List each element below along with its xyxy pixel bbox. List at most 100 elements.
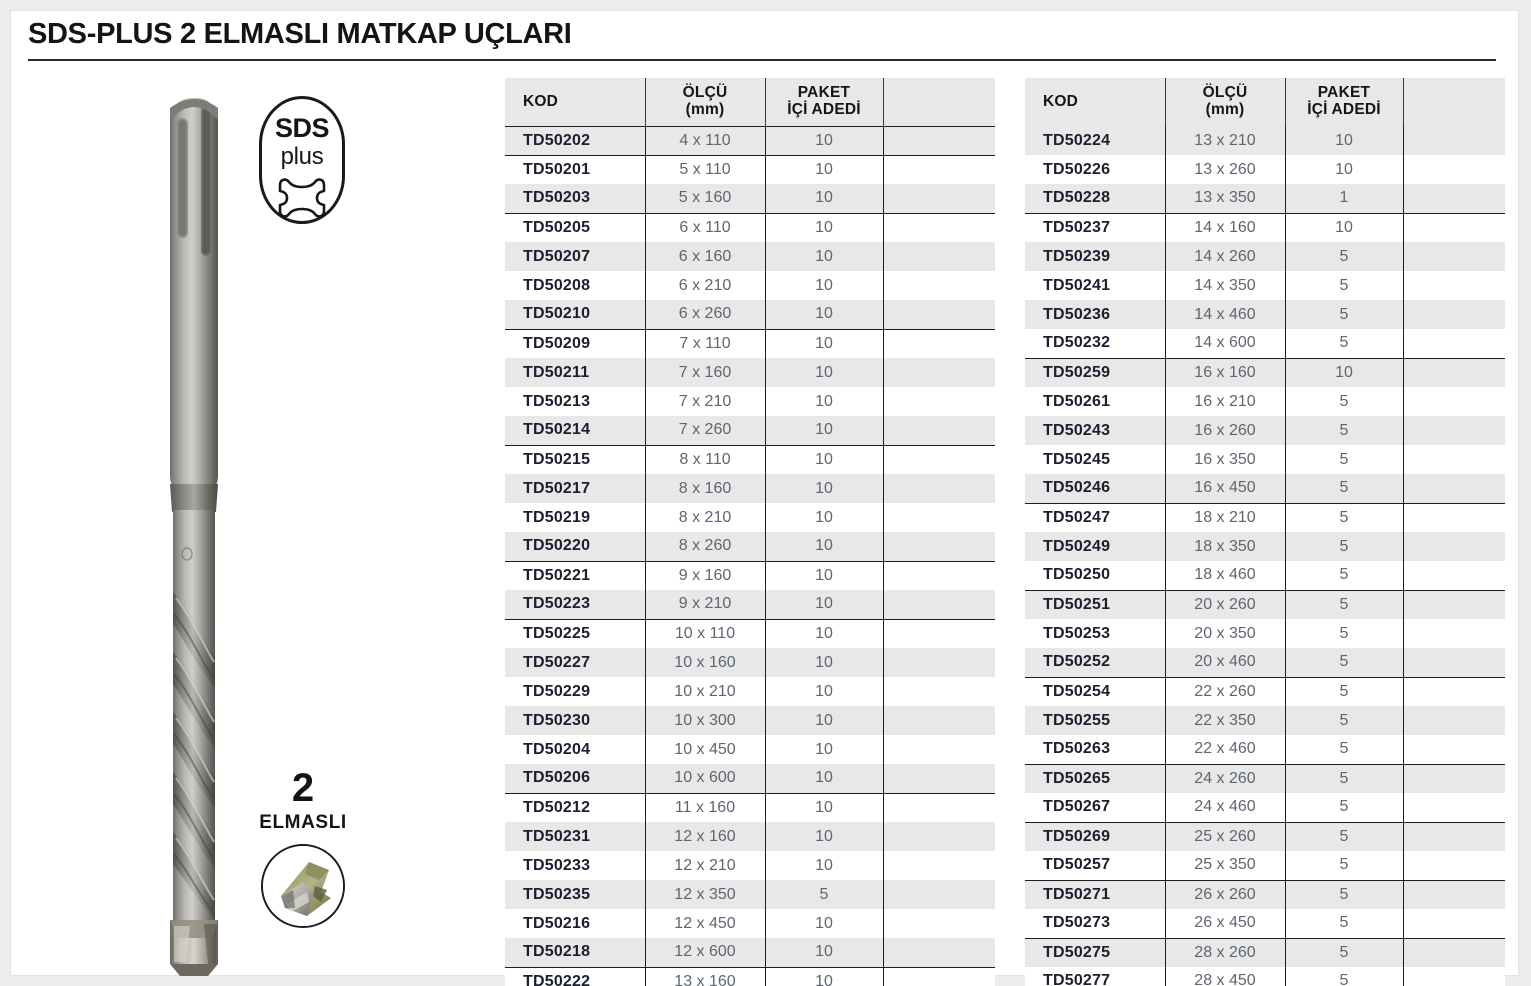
table-row[interactable]: TD50269 25 x 260 5 <box>1025 821 1505 851</box>
table-row[interactable]: TD50206 10 x 600 10 <box>505 764 995 793</box>
table-row[interactable]: TD50253 20 x 350 5 <box>1025 619 1505 648</box>
table-row[interactable]: TD50218 12 x 600 10 <box>505 938 995 967</box>
cell-kod: TD50223 <box>505 590 645 619</box>
table-row[interactable]: TD50202 4 x 110 10 <box>505 125 995 155</box>
cell-paket: 5 <box>1284 619 1403 648</box>
table-row[interactable]: TD50265 24 x 260 5 <box>1025 763 1505 793</box>
column-header-olcu: ÖLÇÜ (mm) <box>644 78 765 126</box>
table-row[interactable]: TD50261 16 x 210 5 <box>1025 387 1505 416</box>
table-row[interactable]: TD50225 10 x 110 10 <box>505 618 995 648</box>
table-row[interactable]: TD50233 12 x 210 10 <box>505 851 995 880</box>
table-row[interactable]: TD50209 7 x 110 10 <box>505 328 995 358</box>
table-row[interactable]: TD50205 6 x 110 10 <box>505 212 995 242</box>
cell-paket: 10 <box>764 822 883 851</box>
cell-blank <box>882 590 995 619</box>
cell-paket: 10 <box>764 154 883 184</box>
table-row[interactable]: TD50219 8 x 210 10 <box>505 503 995 532</box>
column-header-olcu-line1: ÖLÇÜ <box>1202 84 1248 102</box>
cell-olcu: 7 x 160 <box>644 358 765 387</box>
cell-blank <box>1402 126 1505 155</box>
table-row[interactable]: TD50273 26 x 450 5 <box>1025 909 1505 938</box>
table-row[interactable]: TD50220 8 x 260 10 <box>505 532 995 561</box>
cell-kod: TD50227 <box>505 648 645 677</box>
table-row[interactable]: TD50227 10 x 160 10 <box>505 648 995 677</box>
cell-olcu: 5 x 110 <box>644 154 765 184</box>
table-row[interactable]: TD50212 11 x 160 10 <box>505 792 995 822</box>
table-row[interactable]: TD50259 16 x 160 10 <box>1025 357 1505 387</box>
table-row[interactable]: TD50215 8 x 110 10 <box>505 444 995 474</box>
cell-kod: TD50261 <box>1025 387 1165 416</box>
table-row[interactable]: TD50239 14 x 260 5 <box>1025 242 1505 271</box>
table-row[interactable]: TD50201 5 x 110 10 <box>505 154 995 184</box>
table-row[interactable]: TD50251 20 x 260 5 <box>1025 589 1505 619</box>
cell-blank <box>882 474 995 503</box>
table-row[interactable]: TD50204 10 x 450 10 <box>505 735 995 764</box>
cell-kod: TD50257 <box>1025 851 1165 880</box>
table-row[interactable]: TD50216 12 x 450 10 <box>505 909 995 938</box>
table-header-row: KOD ÖLÇÜ (mm) PAKET İÇİ ADEDİ <box>505 78 995 126</box>
table-row[interactable]: TD50222 13 x 160 10 <box>505 966 995 986</box>
cell-paket: 5 <box>1284 300 1403 329</box>
table-row[interactable]: TD50217 8 x 160 10 <box>505 474 995 503</box>
table-row[interactable]: TD50254 22 x 260 5 <box>1025 676 1505 706</box>
table-row[interactable]: TD50247 18 x 210 5 <box>1025 502 1505 532</box>
table-row[interactable]: TD50245 16 x 350 5 <box>1025 445 1505 474</box>
cell-olcu: 28 x 450 <box>1164 967 1285 986</box>
table-row[interactable]: TD50263 22 x 460 5 <box>1025 735 1505 764</box>
table-row[interactable]: TD50257 25 x 350 5 <box>1025 851 1505 880</box>
table-row[interactable]: TD50237 14 x 160 10 <box>1025 212 1505 242</box>
table-row[interactable]: TD50214 7 x 260 10 <box>505 416 995 445</box>
table-row[interactable]: TD50275 28 x 260 5 <box>1025 937 1505 967</box>
table-row[interactable]: TD50213 7 x 210 10 <box>505 387 995 416</box>
table-row[interactable]: TD50250 18 x 460 5 <box>1025 561 1505 590</box>
table-row[interactable]: TD50255 22 x 350 5 <box>1025 706 1505 735</box>
sds-plus-shank-cross-section-icon <box>273 175 331 221</box>
table-row[interactable]: TD50236 14 x 460 5 <box>1025 300 1505 329</box>
table-row[interactable]: TD50246 16 x 450 5 <box>1025 474 1505 503</box>
table-row[interactable]: TD50211 7 x 160 10 <box>505 358 995 387</box>
column-header-paket: PAKET İÇİ ADEDİ <box>1284 78 1403 126</box>
table-row[interactable]: TD50229 10 x 210 10 <box>505 677 995 706</box>
cell-olcu: 8 x 260 <box>644 532 765 561</box>
cell-blank <box>882 735 995 764</box>
cell-paket: 10 <box>764 735 883 764</box>
cell-blank <box>1402 561 1505 590</box>
cell-paket: 10 <box>764 966 883 986</box>
table-row[interactable]: TD50223 9 x 210 10 <box>505 590 995 619</box>
cell-paket: 10 <box>764 300 883 329</box>
table-row[interactable]: TD50208 6 x 210 10 <box>505 271 995 300</box>
table-row[interactable]: TD50277 28 x 450 5 <box>1025 967 1505 986</box>
table-row[interactable]: TD50224 13 x 210 10 <box>1025 126 1505 155</box>
table-row[interactable]: TD50252 20 x 460 5 <box>1025 648 1505 677</box>
table-row[interactable]: TD50232 14 x 600 5 <box>1025 329 1505 358</box>
cell-olcu: 18 x 460 <box>1164 561 1285 590</box>
cell-olcu: 7 x 210 <box>644 387 765 416</box>
table-row[interactable]: TD50271 26 x 260 5 <box>1025 879 1505 909</box>
table-row[interactable]: TD50210 6 x 260 10 <box>505 300 995 329</box>
table-row[interactable]: TD50221 9 x 160 10 <box>505 560 995 590</box>
table-row[interactable]: TD50267 24 x 460 5 <box>1025 793 1505 822</box>
cell-blank <box>1402 763 1505 793</box>
table-row[interactable]: TD50231 12 x 160 10 <box>505 822 995 851</box>
cell-olcu: 14 x 600 <box>1164 329 1285 358</box>
cell-kod: TD50232 <box>1025 329 1165 358</box>
cell-blank <box>882 154 995 184</box>
table-row[interactable]: TD50228 13 x 350 1 <box>1025 184 1505 213</box>
cell-kod: TD50225 <box>505 618 645 648</box>
table-row[interactable]: TD50230 10 x 300 10 <box>505 706 995 735</box>
table-row[interactable]: TD50235 12 x 350 5 <box>505 880 995 909</box>
cell-blank <box>1402 242 1505 271</box>
cell-blank <box>882 880 995 909</box>
table-row[interactable]: TD50243 16 x 260 5 <box>1025 416 1505 445</box>
feature-label: ELMASLI <box>259 812 347 833</box>
table-row[interactable]: TD50203 5 x 160 10 <box>505 184 995 213</box>
cell-paket: 10 <box>764 909 883 938</box>
cell-blank <box>1402 155 1505 184</box>
cell-paket: 10 <box>764 212 883 242</box>
cell-kod: TD50263 <box>1025 735 1165 764</box>
table-row[interactable]: TD50207 6 x 160 10 <box>505 242 995 271</box>
cell-paket: 10 <box>764 184 883 213</box>
table-row[interactable]: TD50226 13 x 260 10 <box>1025 155 1505 184</box>
table-row[interactable]: TD50241 14 x 350 5 <box>1025 271 1505 300</box>
table-row[interactable]: TD50249 18 x 350 5 <box>1025 532 1505 561</box>
